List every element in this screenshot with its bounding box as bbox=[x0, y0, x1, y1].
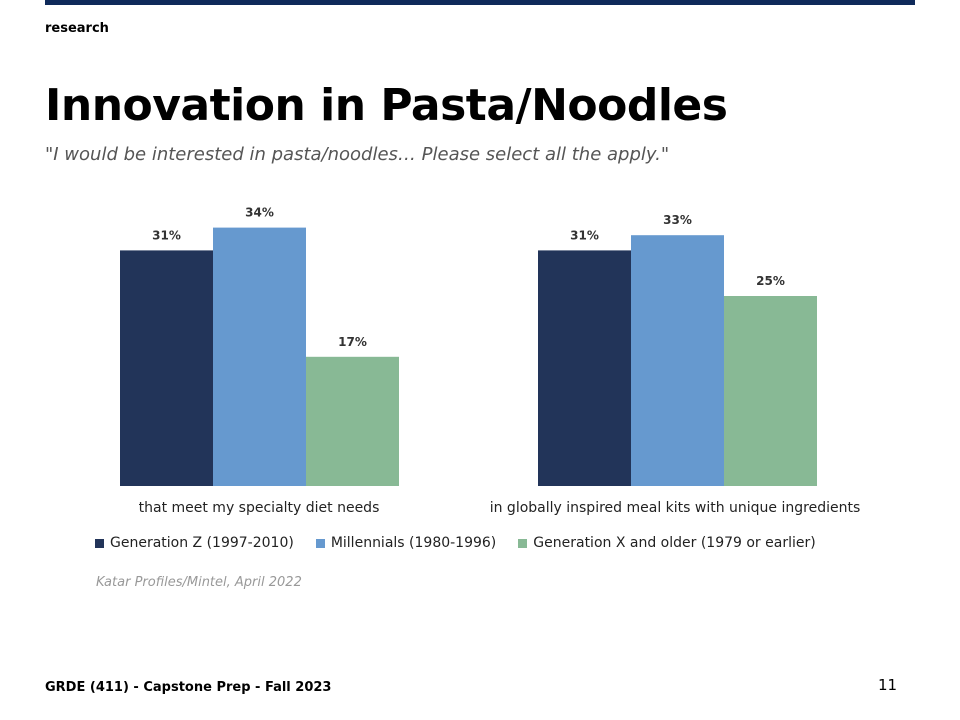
page-number: 11 bbox=[878, 676, 898, 694]
bar-millennials-cat1 bbox=[213, 227, 306, 486]
legend-item-genz: Generation Z (1997-2010) bbox=[95, 535, 294, 551]
legend-item-millennials: Millennials (1980-1996) bbox=[315, 535, 497, 551]
top-accent-bar bbox=[45, 0, 915, 5]
legend-swatch-genz bbox=[95, 538, 104, 548]
value-label-millennials-cat2: 33% bbox=[663, 213, 692, 227]
legend-swatch-millennials bbox=[315, 538, 325, 548]
bar-genx-cat1 bbox=[306, 356, 399, 486]
slide-title: Innovation in Pasta/Noodles bbox=[45, 80, 728, 131]
chart-legend: Generation Z (1997-2010) Millennials (19… bbox=[95, 535, 816, 551]
bar-millennials-cat2 bbox=[631, 235, 724, 486]
legend-swatch-genx bbox=[518, 538, 528, 548]
value-label-genx-cat2: 25% bbox=[756, 274, 785, 288]
category-label-2: in globally inspired meal kits with uniq… bbox=[490, 500, 861, 516]
footer-course: GRDE (411) - Capstone Prep - Fall 2023 bbox=[45, 680, 332, 695]
section-label: research bbox=[45, 21, 109, 36]
source-citation: Katar Profiles/Mintel, April 2022 bbox=[96, 575, 302, 590]
value-label-genx-cat1: 17% bbox=[338, 335, 367, 349]
legend-item-genx: Generation X and older (1979 or earlier) bbox=[518, 535, 816, 551]
category-label-1: that meet my specialty diet needs bbox=[139, 500, 380, 516]
legend-label-genx: Generation X and older (1979 or earlier) bbox=[533, 535, 816, 551]
value-label-millennials-cat1: 34% bbox=[245, 206, 274, 220]
legend-label-millennials: Millennials (1980-1996) bbox=[330, 535, 497, 551]
value-label-genz-cat2: 31% bbox=[570, 228, 599, 242]
bar-genz-cat2 bbox=[538, 250, 631, 486]
bar-genz-cat1 bbox=[120, 250, 213, 486]
value-label-genz-cat1: 31% bbox=[152, 228, 181, 242]
bar-genx-cat2 bbox=[724, 296, 817, 486]
bar-chart: 31% 34% 17% that meet my specialty diet nee… bbox=[120, 206, 861, 516]
legend-label-genz: Generation Z (1997-2010) bbox=[110, 535, 294, 551]
slide-subtitle: "I would be interested in pasta/noodles…… bbox=[45, 144, 670, 165]
